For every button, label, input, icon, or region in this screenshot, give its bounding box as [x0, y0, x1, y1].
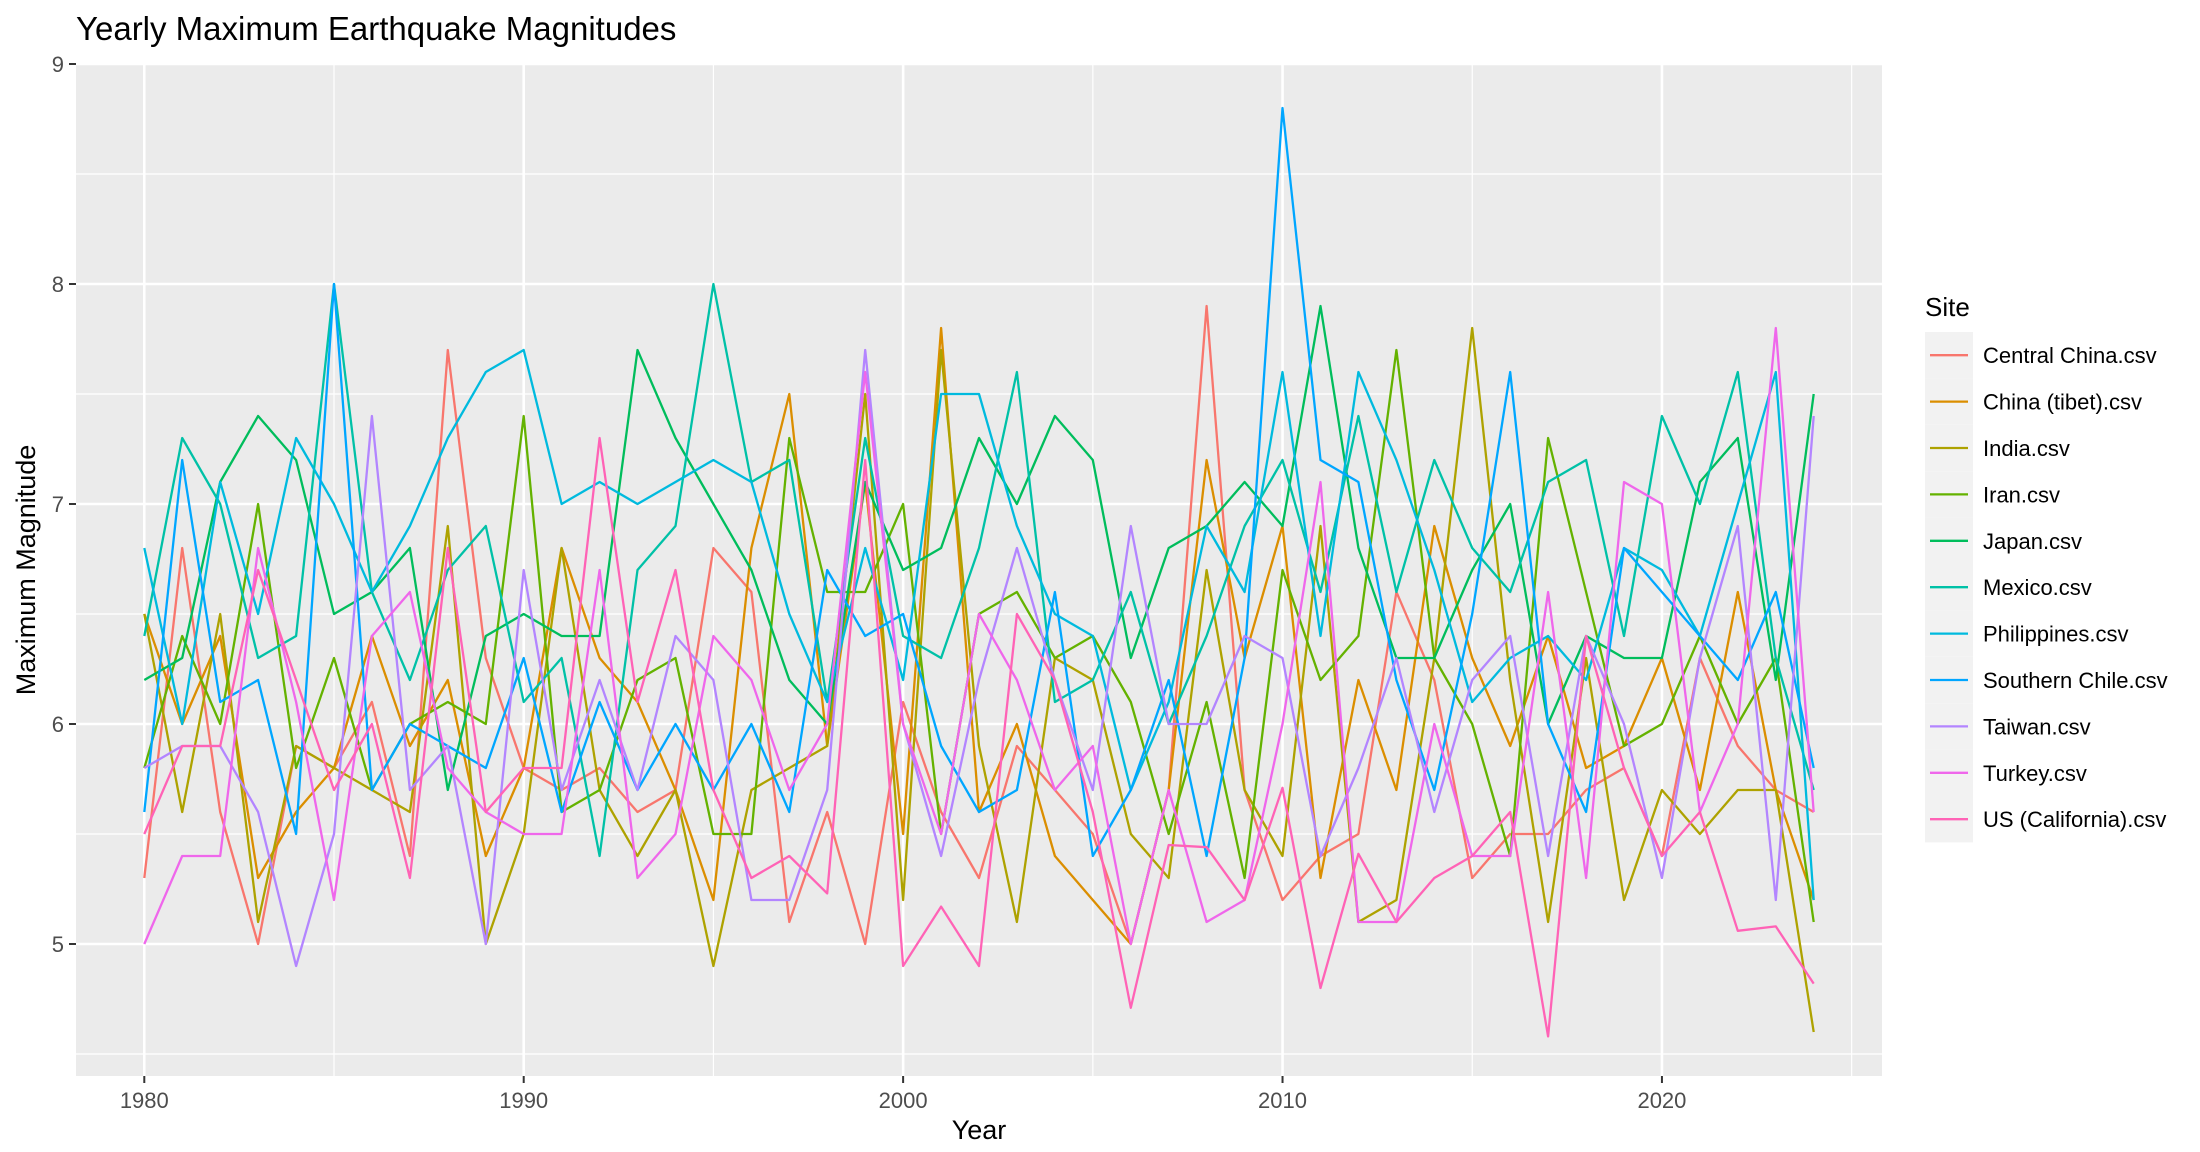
plot-panel	[76, 64, 1882, 1076]
series-line	[143, 436, 1815, 1038]
legend-label: Iran.csv	[1983, 482, 2060, 507]
legend-label: US (California).csv	[1983, 807, 2166, 832]
y-tick-label: 7	[52, 492, 64, 517]
grid-lines	[76, 62, 1882, 1076]
x-tick-label: 2010	[1258, 1088, 1307, 1113]
series-line	[143, 304, 1815, 792]
legend-label: India.csv	[1983, 436, 2070, 461]
y-axis-title: Maximum Magnitude	[11, 445, 41, 696]
chart-title: Yearly Maximum Earthquake Magnitudes	[76, 10, 676, 47]
series-line	[143, 348, 1815, 901]
series-line	[143, 282, 1815, 858]
legend: Site Central China.csv China (tibet).csv I…	[1925, 292, 2168, 843]
legend-title: Site	[1925, 292, 1970, 322]
series-line	[143, 106, 1815, 858]
legend-label: Southern Chile.csv	[1983, 668, 2168, 693]
legend-label: Philippines.csv	[1983, 622, 2129, 647]
x-axis-title: Year	[952, 1115, 1007, 1145]
legend-label: China (tibet).csv	[1983, 390, 2142, 415]
legend-label: Taiwan.csv	[1983, 714, 2091, 739]
legend-label: Japan.csv	[1983, 529, 2082, 554]
legend-label: Mexico.csv	[1983, 575, 2092, 600]
y-tick-label: 8	[52, 272, 64, 297]
y-axis: 5 6 7 8 9	[52, 52, 76, 957]
legend-label: Turkey.csv	[1983, 761, 2087, 786]
y-tick-label: 5	[52, 932, 64, 957]
series-line	[143, 326, 1815, 946]
x-tick-label: 2020	[1637, 1088, 1686, 1113]
y-tick-label: 6	[52, 712, 64, 737]
legend-keys: Central China.csv China (tibet).csv India.…	[1925, 332, 2168, 843]
x-axis: 1980 1990 2000 2010 2020	[120, 1076, 1686, 1113]
x-tick-label: 1990	[499, 1088, 548, 1113]
legend-label: Central China.csv	[1983, 343, 2157, 368]
x-tick-label: 2000	[879, 1088, 928, 1113]
x-tick-label: 1980	[120, 1088, 169, 1113]
series-lines	[143, 106, 1815, 1038]
y-tick-label: 9	[52, 52, 64, 77]
